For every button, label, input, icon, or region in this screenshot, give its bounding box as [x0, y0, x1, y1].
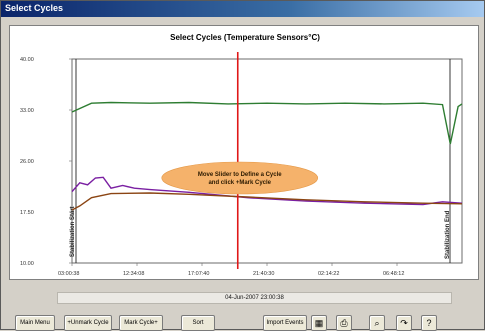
y-tick-label: 26.00 [20, 159, 34, 165]
y-tick-label: 17.50 [20, 210, 34, 216]
timestamp-display: 04-Jun-2007 23:00:38 [57, 292, 452, 304]
x-tick-label: 21:40:30 [253, 271, 274, 277]
series-line [71, 101, 463, 145]
zoom-icon-button[interactable]: ⌕ [369, 315, 385, 331]
annotation-bubble [161, 161, 319, 195]
help-icon: ? [426, 318, 432, 328]
annotation-text: Move Slider to Define a Cycle [198, 172, 282, 178]
print-icon: ⎙ [340, 318, 348, 328]
main-menu-button[interactable]: Main Menu [15, 315, 55, 331]
annotation-text: and click +Mark Cycle [208, 180, 271, 186]
button-row: Main Menu +Unmark Cycle Mark Cycle+ Sort… [1, 315, 485, 331]
chart-title: Select Cycles (Temperature Sensors°C) [170, 33, 320, 42]
grid-icon-button[interactable]: ▦ [311, 315, 327, 331]
x-tick-label: 03:00:38 [58, 271, 79, 277]
y-tick-label: 40.00 [20, 57, 34, 63]
help-icon-button[interactable]: ? [421, 315, 437, 331]
export-icon: ↷ [400, 318, 408, 328]
title-bar: Select Cycles [1, 1, 484, 17]
mark-cycle-button[interactable]: Mark Cycle+ [119, 315, 163, 331]
plot-area [71, 58, 463, 264]
print-icon-button[interactable]: ⎙ [336, 315, 352, 331]
y-tick-label: 33.00 [20, 108, 34, 114]
unmark-cycle-button[interactable]: +Unmark Cycle [64, 315, 112, 331]
temperature-chart: 40.00 33.00 26.00 17.50 10.00 03:00:38 12:34:0… [20, 52, 463, 277]
series-line [71, 192, 463, 211]
export-icon-button[interactable]: ↷ [396, 315, 412, 331]
grid-icon: ▦ [314, 318, 324, 328]
chart-panel: Select Cycles (Temperature Sensors°C) 40… [9, 25, 479, 280]
zoom-icon: ⌕ [374, 318, 380, 328]
stabilization-end-label: Stabilization End [445, 210, 451, 259]
y-tick-label: 10.00 [20, 261, 34, 267]
x-tick-label: 12:34:08 [123, 271, 144, 277]
series-line [71, 176, 463, 206]
x-tick-label: 02:14:22 [318, 271, 339, 277]
x-tick-label: 17:07:40 [188, 271, 209, 277]
import-events-button[interactable]: Import Events [263, 315, 307, 331]
window-title: Select Cycles [5, 3, 64, 13]
sort-button[interactable]: Sort [181, 315, 215, 331]
x-tick-label: 06:48:12 [383, 271, 404, 277]
stabilization-start-label: Stabilization Start [70, 206, 76, 257]
